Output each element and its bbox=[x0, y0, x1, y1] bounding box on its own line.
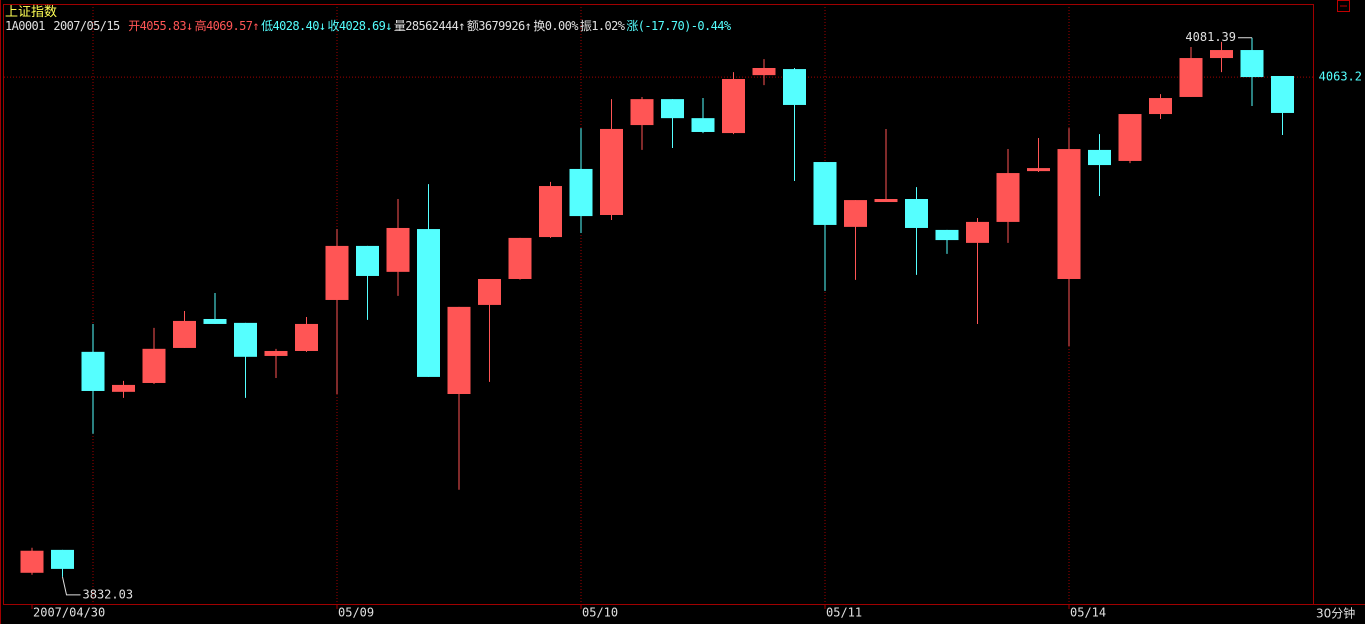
candle-body bbox=[600, 128, 623, 215]
candle-body bbox=[356, 245, 379, 276]
candle-body bbox=[508, 237, 532, 279]
candle-body bbox=[112, 384, 135, 392]
plot-frame bbox=[3, 4, 1314, 605]
candle-body bbox=[1210, 50, 1233, 59]
candle-body bbox=[722, 79, 745, 134]
candle-body bbox=[173, 320, 196, 348]
chart-title: 上证指数 bbox=[5, 5, 58, 20]
candle-body bbox=[478, 278, 501, 305]
x-tick-label: 05/10 bbox=[582, 606, 618, 620]
candle-body bbox=[1027, 168, 1050, 172]
candle-body bbox=[813, 162, 837, 225]
candle-body bbox=[1149, 98, 1172, 115]
candle-body bbox=[996, 173, 1020, 222]
candle-body bbox=[264, 350, 288, 356]
candle-body bbox=[203, 318, 227, 324]
candle-body bbox=[20, 550, 44, 573]
quote-field: 开4055.83↓ bbox=[128, 19, 193, 33]
candle-body bbox=[752, 67, 776, 76]
candle-body bbox=[447, 306, 471, 395]
candle-body bbox=[1057, 149, 1081, 279]
candle-body bbox=[81, 351, 105, 391]
candle-body bbox=[1240, 50, 1264, 78]
quote-field: 振1.02% bbox=[579, 19, 625, 33]
candle-body bbox=[935, 229, 959, 241]
window-button[interactable] bbox=[1337, 0, 1350, 12]
candle-body bbox=[691, 118, 715, 132]
min-label: 3832.03 bbox=[83, 587, 134, 601]
quote-header: 1A0001 2007/05/15 开4055.83↓ 高4069.57↑ 低402… bbox=[5, 17, 733, 34]
quote-field: 高4069.57↑ bbox=[194, 19, 260, 33]
candle-body bbox=[142, 348, 166, 383]
candle-body bbox=[630, 99, 654, 126]
quote-field: 换0.00% bbox=[533, 19, 578, 33]
min-pointer bbox=[62, 576, 81, 596]
quote-field: 额3679926↑ bbox=[466, 19, 532, 33]
candle-body bbox=[1118, 114, 1142, 161]
quote-date: 2007/05/15 bbox=[53, 19, 120, 33]
quote-field: 量28562444↑ bbox=[393, 19, 466, 33]
quote-field: 低4028.40↓ bbox=[261, 19, 326, 33]
candle-body bbox=[295, 323, 318, 351]
candle-body bbox=[844, 200, 867, 227]
quote-field: 涨(-17.70)-0.44% bbox=[626, 19, 731, 33]
candle-body bbox=[539, 186, 562, 238]
y-tick-label: 4063.2 bbox=[1319, 70, 1362, 84]
period-label[interactable]: 30分钟 bbox=[1316, 606, 1355, 621]
candle-body bbox=[234, 322, 257, 357]
x-tick-label: 05/11 bbox=[826, 606, 862, 620]
candle-body bbox=[51, 549, 74, 569]
candle-body bbox=[1088, 149, 1111, 166]
x-tick-label: 05/09 bbox=[338, 606, 374, 620]
candle-body bbox=[783, 69, 806, 105]
candle-body bbox=[1271, 75, 1294, 113]
candle-body bbox=[874, 199, 898, 203]
quote-field: 收4028.69↓ bbox=[327, 19, 392, 33]
x-tick-label: 05/14 bbox=[1070, 606, 1106, 620]
candle-body bbox=[325, 245, 349, 300]
candle-body bbox=[386, 227, 410, 272]
candle-body bbox=[417, 229, 440, 377]
candle-body bbox=[966, 221, 989, 243]
candle-body bbox=[905, 199, 928, 228]
x-tick-label: 2007/04/30 bbox=[33, 606, 105, 620]
candle-body bbox=[1179, 58, 1203, 97]
candle-body bbox=[661, 99, 684, 119]
max-label: 4081.39 bbox=[1185, 30, 1236, 44]
stock-code: 1A0001 bbox=[5, 19, 45, 33]
candle-body bbox=[569, 168, 593, 217]
